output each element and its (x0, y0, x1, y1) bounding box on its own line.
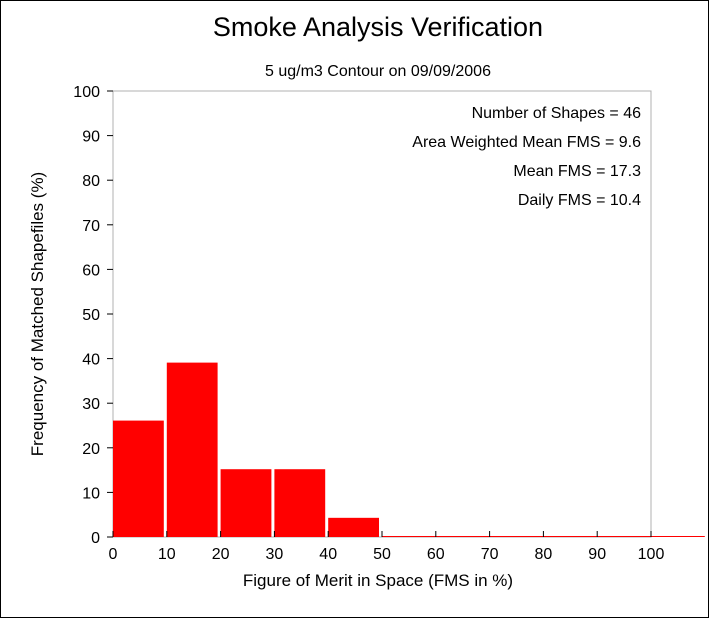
y-tick-label: 60 (82, 262, 100, 279)
y-axis-label: Frequency of Matched Shapefiles (%) (28, 172, 47, 456)
stat-line: Area Weighted Mean FMS = 9.6 (412, 134, 641, 151)
bars-group (113, 362, 705, 537)
histogram-bar (113, 420, 164, 537)
y-tick-label: 10 (82, 485, 100, 502)
x-axis-ticks: 0 10 20 30 40 50 60 70 80 90 100 (109, 531, 665, 563)
histogram-bar (220, 469, 272, 537)
chart-title: Smoke Analysis Verification (213, 12, 543, 42)
x-axis-label: Figure of Merit in Space (FMS in %) (243, 571, 513, 590)
x-tick-label: 0 (109, 546, 118, 563)
chart-subtitle: 5 ug/m3 Contour on 09/09/2006 (265, 63, 491, 80)
stat-line: Number of Shapes = 46 (472, 105, 642, 122)
stats-annotation: Number of Shapes = 46 Area Weighted Mean … (412, 105, 641, 209)
x-tick-label: 10 (158, 546, 176, 563)
y-tick-label: 30 (82, 396, 100, 413)
histogram-bar (382, 536, 436, 537)
y-tick-label: 100 (73, 84, 100, 101)
x-tick-label: 40 (319, 546, 337, 563)
x-tick-label: 100 (638, 546, 665, 563)
y-axis-ticks: 0 10 20 30 40 50 60 70 80 90 100 (73, 84, 113, 547)
x-tick-label: 90 (588, 546, 606, 563)
histogram-bar (435, 536, 490, 537)
y-tick-label: 70 (82, 218, 100, 235)
x-tick-label: 30 (266, 546, 284, 563)
histogram-bar (274, 469, 326, 537)
y-tick-label: 90 (82, 129, 100, 146)
x-tick-label: 60 (427, 546, 445, 563)
histogram-bar (597, 536, 651, 537)
histogram-bar (328, 517, 379, 537)
histogram-bar (166, 362, 218, 537)
y-tick-label: 20 (82, 441, 100, 458)
y-tick-label: 0 (91, 530, 100, 547)
histogram-bar (651, 536, 705, 537)
stat-line: Mean FMS = 17.3 (513, 163, 641, 180)
x-tick-label: 50 (373, 546, 391, 563)
x-tick-label: 20 (212, 546, 230, 563)
x-tick-label: 80 (535, 546, 553, 563)
y-tick-label: 50 (82, 307, 100, 324)
histogram-bar (543, 536, 598, 537)
stat-line: Daily FMS = 10.4 (518, 192, 641, 209)
y-tick-label: 40 (82, 352, 100, 369)
y-tick-label: 80 (82, 173, 100, 190)
histogram-bar (489, 536, 544, 537)
x-tick-label: 70 (481, 546, 499, 563)
